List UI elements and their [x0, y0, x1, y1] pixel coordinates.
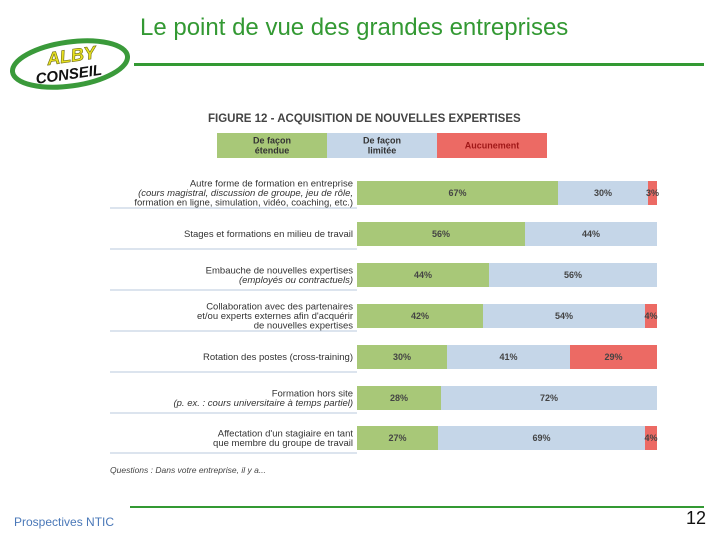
data-label: 4% [644, 433, 657, 443]
data-label: 30% [594, 188, 612, 198]
bar-segment-2 [558, 181, 648, 205]
page-number: 12 [685, 508, 706, 528]
category-label: et/ou experts externes afin d'acquérir [197, 311, 353, 322]
bar-segment-2 [489, 263, 657, 287]
bar-segment-3 [645, 304, 657, 328]
logo-top-text: ALBY [45, 42, 99, 69]
data-label: 29% [604, 352, 622, 362]
legend-swatch-1 [217, 133, 327, 158]
bar-segment-1 [357, 181, 558, 205]
category-label: que membre du groupe de travail [213, 438, 353, 449]
alby-conseil-logo: ALBY CONSEIL [9, 38, 131, 90]
data-label: 27% [388, 433, 406, 443]
data-label: 30% [393, 352, 411, 362]
bar-segment-1 [357, 426, 438, 450]
data-label: 3% [646, 188, 659, 198]
category-label: Stages et formations en milieu de travai… [184, 229, 353, 240]
bar-segment-1 [357, 345, 447, 369]
data-label: 28% [390, 393, 408, 403]
bar-segment-2 [447, 345, 570, 369]
data-label: 4% [644, 311, 657, 321]
legend-label-2: De façon [363, 136, 401, 146]
category-label: Embauche de nouvelles expertises [206, 265, 354, 276]
category-label: Collaboration avec des partenaires [206, 302, 353, 313]
bar-segment-3 [570, 345, 657, 369]
legend-label-1: étendue [255, 146, 290, 156]
bar-segment-3 [645, 426, 657, 450]
category-label: Rotation des postes (cross-training) [203, 352, 353, 363]
category-label: de nouvelles expertises [254, 321, 354, 332]
slide-title: Le point de vue des grandes entreprises [140, 14, 569, 41]
bar-segment-2 [438, 426, 645, 450]
category-label: (employés ou contractuels) [239, 275, 353, 286]
legend-swatch-2 [327, 133, 437, 158]
legend-label-2: limitée [368, 146, 397, 156]
bar-segment-1 [357, 263, 489, 287]
data-label: 56% [432, 229, 450, 239]
footer-divider [130, 506, 704, 508]
data-label: 69% [532, 433, 550, 443]
legend-label-1: De façon [253, 136, 291, 146]
bar-segment-1 [357, 304, 483, 328]
bar-segment-3 [648, 181, 657, 205]
category-label: (cours magistral, discussion de groupe, … [138, 188, 353, 199]
category-label: Affectation d'un stagiaire en tant [218, 428, 354, 439]
data-label: 54% [555, 311, 573, 321]
title-divider [134, 63, 704, 66]
data-label: 72% [540, 393, 558, 403]
data-label: 42% [411, 311, 429, 321]
legend-label-3: Aucunement [465, 141, 520, 151]
bar-segment-1 [357, 222, 525, 246]
category-label: Autre forme de formation en entreprise [190, 179, 353, 190]
bar-segment-2 [483, 304, 645, 328]
legend-swatch-3 [437, 133, 547, 158]
data-label: 44% [414, 270, 432, 280]
data-label: 67% [448, 188, 466, 198]
category-label: formation en ligne, simulation, vidéo, c… [134, 198, 353, 209]
figure-title: FIGURE 12 - ACQUISITION DE NOUVELLES EXP… [208, 113, 521, 125]
bar-segment-2 [525, 222, 657, 246]
bar-segment-2 [441, 386, 657, 410]
chart-footnote: Questions : Dans votre entreprise, il y … [110, 465, 266, 475]
data-label: 56% [564, 270, 582, 280]
data-label: 41% [499, 352, 517, 362]
bar-segment-1 [357, 386, 441, 410]
data-label: 44% [582, 229, 600, 239]
footer-label: Prospectives NTIC [14, 515, 115, 529]
category-label: (p. ex. : cours universitaire à temps pa… [173, 398, 353, 409]
category-label: Formation hors site [272, 388, 353, 399]
